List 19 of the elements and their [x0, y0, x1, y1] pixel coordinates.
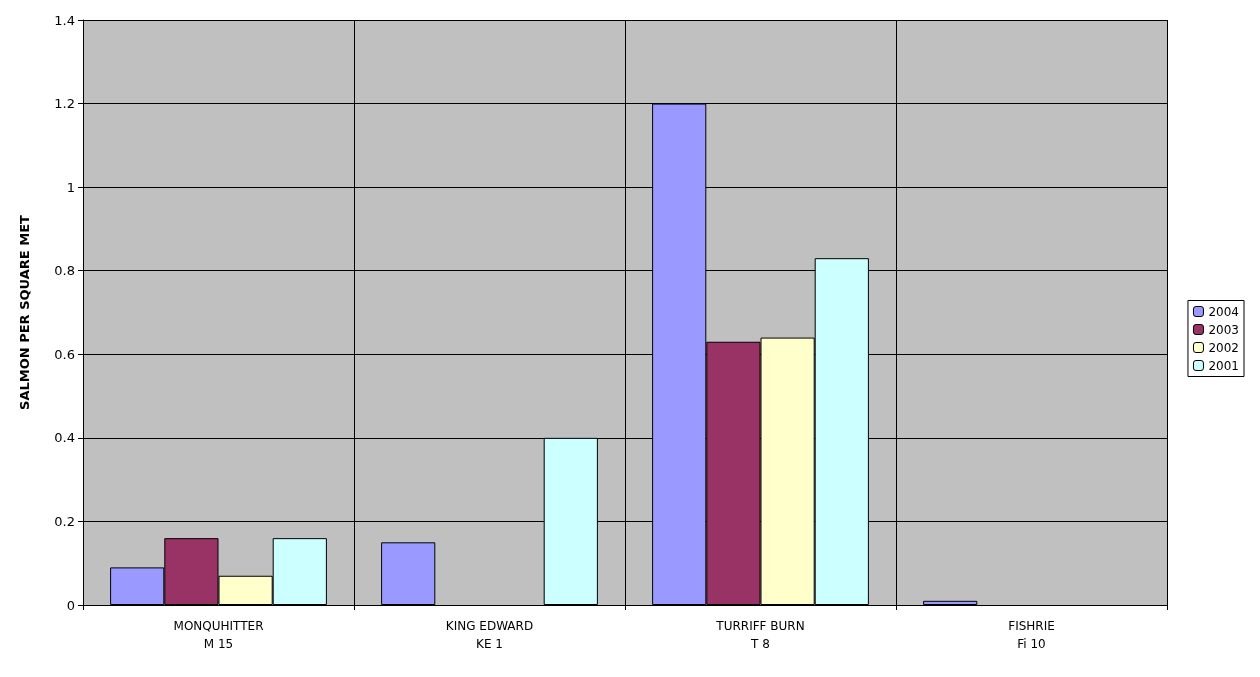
x-tick-label: MONQUHITTER M 15 [173, 619, 264, 651]
y-tick-label: 1 [66, 179, 75, 195]
legend-label: 2004 [1208, 304, 1240, 319]
bar [381, 542, 436, 605]
x-tick-label: TURRIFF BURN T 8 [715, 619, 805, 651]
y-tick-label: 0.2 [54, 513, 75, 529]
y-tick-label: 0 [66, 597, 75, 613]
y-tick-label: 0.6 [54, 346, 75, 362]
legend-label: 2003 [1208, 322, 1240, 337]
bar [923, 600, 978, 605]
y-tick-label: 1.2 [54, 96, 75, 112]
x-tick-label: FISHRIE Fi 10 [1008, 619, 1055, 651]
legend-label: 2001 [1208, 358, 1240, 373]
y-tick-label: 1.4 [54, 12, 75, 28]
y-axis-title: SALMON PER SQUARE MET [17, 214, 32, 410]
y-tick-label: 0.8 [54, 263, 75, 279]
x-tick-label: KING EDWARD KE 1 [445, 619, 534, 651]
legend-label: 2002 [1208, 340, 1240, 355]
y-tick-label: 0.4 [54, 430, 75, 446]
